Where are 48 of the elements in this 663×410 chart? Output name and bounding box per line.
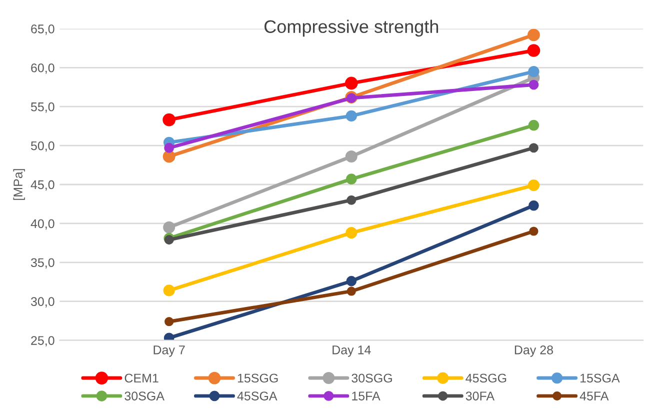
y-tick-label: 50,0 (30, 141, 54, 152)
point (346, 227, 358, 239)
y-tick-label: 45,0 (30, 180, 54, 191)
y-tick-label: 40,0 (30, 219, 54, 230)
point (162, 113, 176, 126)
legend-label: 30FA (466, 392, 495, 400)
point (345, 150, 358, 162)
legend-label: 45SGG (466, 374, 506, 383)
y-tick-label: 55,0 (30, 102, 54, 113)
legend-label: 30SGA (124, 392, 164, 400)
legend-label: 15SGA (580, 374, 620, 383)
point (164, 235, 174, 245)
x-tick-label: Day 14 (332, 346, 371, 357)
point (528, 179, 540, 192)
legend-label: CEM1 (124, 374, 158, 383)
y-tick-label: 60,0 (31, 63, 54, 74)
y-tick-label: 25,0 (31, 336, 54, 346)
legend-label: 45FA (580, 392, 609, 400)
point (346, 174, 357, 184)
point (346, 276, 357, 286)
y-tick-label: 35,0 (30, 258, 54, 269)
x-tick-label: Day 7 (154, 346, 185, 357)
point (528, 143, 538, 153)
point (528, 28, 540, 42)
y-tick-label: 30,0 (30, 297, 54, 308)
point (163, 284, 175, 296)
point (528, 80, 539, 90)
legend-label: 30SGG (352, 374, 392, 383)
point (346, 286, 356, 296)
point (346, 110, 357, 122)
point (527, 44, 540, 57)
point (529, 226, 538, 236)
point (163, 221, 176, 234)
point (528, 66, 540, 78)
point (164, 142, 174, 153)
point (344, 76, 358, 90)
y-tick-label: 65,0 (31, 24, 54, 35)
point (528, 120, 540, 131)
point (346, 195, 356, 205)
legend-label: 15FA (352, 392, 380, 400)
point (162, 150, 176, 163)
y-axis-title: [MPa] (13, 169, 25, 200)
x-tick-label: Day 28 (514, 345, 553, 357)
chart-title: Compressive strength (264, 20, 438, 37)
legend-label: 45SGA (237, 392, 278, 400)
legend-label: 15SGG (238, 374, 278, 383)
point (528, 200, 539, 211)
point (164, 317, 174, 326)
